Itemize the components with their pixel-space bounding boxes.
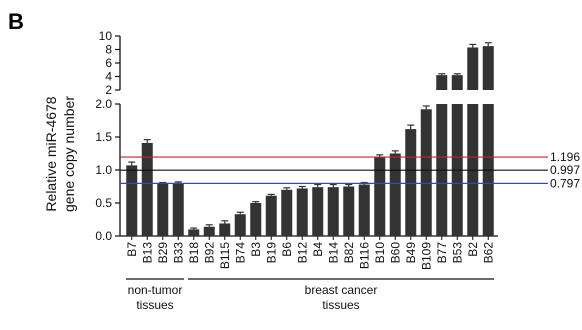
bar bbox=[389, 153, 401, 236]
x-tick-label: B19 bbox=[264, 242, 278, 264]
x-tick-label: B53 bbox=[450, 242, 464, 264]
y-tick-label-lower: 1.5 bbox=[95, 130, 112, 144]
x-tick-label: B10 bbox=[373, 242, 387, 264]
x-tick-label: B3 bbox=[249, 242, 263, 257]
y-tick-label-upper: 10 bbox=[99, 29, 113, 43]
bar bbox=[157, 183, 169, 236]
bar bbox=[296, 188, 308, 236]
y-tick-label-upper: 2 bbox=[105, 83, 112, 97]
y-tick-label-lower: 0.5 bbox=[95, 196, 112, 210]
bar bbox=[467, 47, 479, 90]
group-label: non-tumor bbox=[128, 283, 183, 297]
x-tick-label: B7 bbox=[125, 242, 139, 257]
x-tick-label: B12 bbox=[295, 242, 309, 264]
bar bbox=[281, 189, 293, 236]
bar bbox=[405, 129, 417, 236]
x-tick-label: B62 bbox=[481, 242, 495, 264]
y-axis-label-line-1: Relative miR-4678 bbox=[43, 96, 59, 211]
x-tick-label: B109 bbox=[419, 242, 433, 270]
y-tick-label-upper: 4 bbox=[105, 70, 112, 84]
bar bbox=[327, 187, 339, 236]
x-tick-label: B14 bbox=[326, 242, 340, 264]
bar bbox=[126, 165, 138, 236]
bar bbox=[141, 142, 153, 236]
bar bbox=[203, 226, 215, 236]
bar bbox=[358, 184, 370, 236]
x-tick-label: B116 bbox=[357, 242, 371, 269]
y-tick-label-upper: 8 bbox=[105, 43, 112, 57]
x-tick-label: B13 bbox=[140, 242, 154, 264]
y-tick-label-upper: 6 bbox=[105, 56, 112, 70]
y-tick-label-lower: 1.0 bbox=[95, 163, 112, 177]
x-tick-label: B29 bbox=[156, 242, 170, 264]
bar bbox=[420, 109, 432, 236]
y-axis-label-line-2: gene copy number bbox=[61, 96, 77, 212]
bar bbox=[312, 187, 324, 236]
bar bbox=[482, 46, 494, 90]
reference-line-label: 0.797 bbox=[550, 176, 580, 190]
reference-line-label: 1.196 bbox=[550, 150, 580, 164]
x-tick-label: B6 bbox=[280, 242, 294, 257]
x-tick-label: B2 bbox=[466, 242, 480, 257]
panel-label: B bbox=[8, 9, 24, 34]
bar bbox=[436, 75, 448, 90]
bar bbox=[374, 156, 386, 236]
group-label: tissues bbox=[136, 298, 173, 312]
group-label: tissues bbox=[322, 298, 359, 312]
bar bbox=[219, 223, 231, 236]
x-tick-label: B33 bbox=[171, 242, 185, 264]
y-tick-label-lower: 0.0 bbox=[95, 229, 112, 243]
y-tick-label-lower: 2.0 bbox=[95, 97, 112, 111]
x-tick-label: B92 bbox=[202, 242, 216, 264]
bar bbox=[250, 203, 262, 236]
x-tick-label: B60 bbox=[388, 242, 402, 264]
bar bbox=[343, 186, 355, 236]
bar bbox=[172, 183, 184, 236]
x-tick-label: B49 bbox=[404, 242, 418, 264]
bar bbox=[265, 195, 277, 236]
group-label: breast cancer bbox=[305, 283, 378, 297]
bar bbox=[234, 214, 246, 236]
reference-line-label: 0.997 bbox=[550, 163, 580, 177]
x-tick-label: B77 bbox=[435, 242, 449, 264]
x-tick-label: B4 bbox=[311, 242, 325, 257]
bar bbox=[451, 75, 463, 90]
x-tick-label: B115 bbox=[218, 242, 232, 269]
x-tick-label: B82 bbox=[342, 242, 356, 264]
x-tick-label: B74 bbox=[233, 242, 247, 264]
x-tick-label: B18 bbox=[187, 242, 201, 264]
y-axis-label: Relative miR-4678 gene copy number bbox=[43, 96, 77, 212]
bar bbox=[188, 229, 200, 236]
